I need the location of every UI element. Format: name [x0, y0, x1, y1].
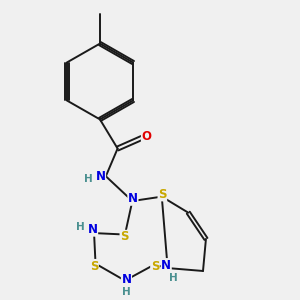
- Text: N: N: [95, 170, 106, 183]
- Text: H: H: [122, 287, 131, 297]
- Text: N: N: [161, 259, 171, 272]
- Text: N: N: [88, 223, 98, 236]
- Text: O: O: [142, 130, 152, 143]
- Text: N: N: [128, 192, 138, 205]
- Text: H: H: [84, 174, 92, 184]
- Text: S: S: [120, 230, 129, 243]
- Text: S: S: [151, 260, 159, 272]
- Text: H: H: [169, 273, 178, 283]
- Text: S: S: [158, 188, 166, 201]
- Text: H: H: [76, 222, 84, 232]
- Text: S: S: [90, 260, 98, 272]
- Text: N: N: [122, 273, 131, 286]
